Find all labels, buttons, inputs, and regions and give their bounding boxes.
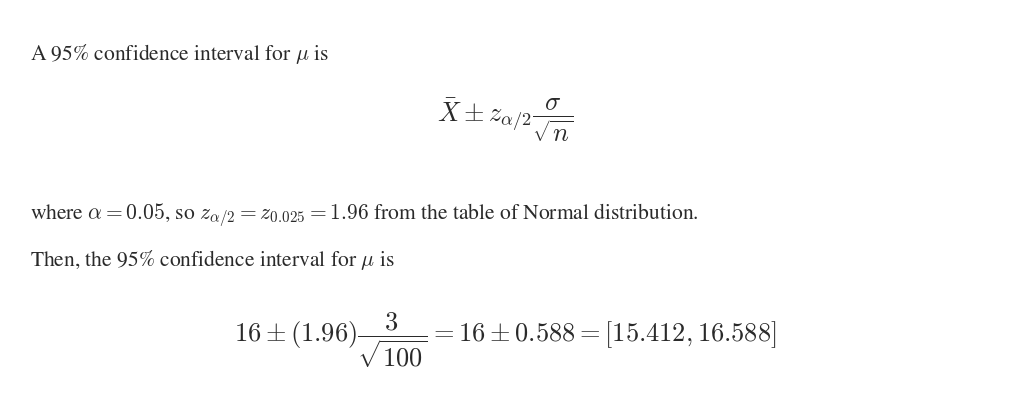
Text: $16 \pm (1.96)\dfrac{3}{\sqrt{100}} = 16 \pm 0.588 = [15.412, 16.588]$: $16 \pm (1.96)\dfrac{3}{\sqrt{100}} = 16… — [233, 310, 777, 370]
Text: where $\alpha = 0.05$, so $z_{\alpha/2} = z_{0.025} = 1.96$ from the table of No: where $\alpha = 0.05$, so $z_{\alpha/2} … — [30, 202, 699, 229]
Text: A 95% confidence interval for $\mu$ is: A 95% confidence interval for $\mu$ is — [30, 42, 329, 66]
Text: Then, the 95% confidence interval for $\mu$ is: Then, the 95% confidence interval for $\… — [30, 248, 395, 272]
Text: $\bar{X} \pm z_{\alpha/2}\dfrac{\sigma}{\sqrt{n}}$: $\bar{X} \pm z_{\alpha/2}\dfrac{\sigma}{… — [436, 96, 574, 144]
